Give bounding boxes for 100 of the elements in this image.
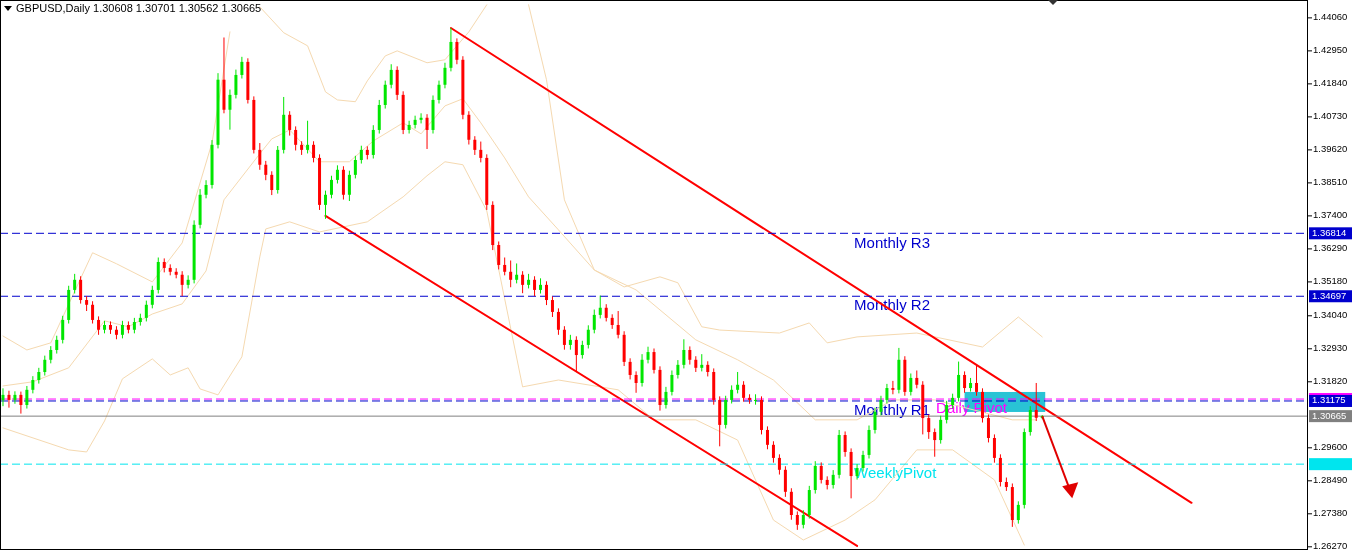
candlestick: [616, 310, 620, 339]
chart-title: GBPUSD,Daily 1.30608 1.30701 1.30562 1.30665: [16, 1, 262, 14]
y-tick-label: 1.37400: [1313, 209, 1348, 221]
ref-line-label: 1.30665: [1312, 409, 1347, 421]
candlestick: [1028, 405, 1032, 437]
candlestick: [736, 371, 740, 394]
candlestick: [479, 141, 483, 163]
candlestick: [957, 361, 961, 402]
candlestick: [19, 391, 23, 415]
candlestick: [574, 335, 578, 373]
candlestick: [533, 275, 537, 297]
candlestick: [97, 315, 101, 336]
y-tick-label: 1.35180: [1313, 275, 1348, 287]
candlestick: [497, 240, 501, 270]
y-tick-label: 1.31820: [1313, 375, 1348, 387]
candlestick: [186, 274, 190, 289]
y-tick-label: 1.34040: [1313, 309, 1348, 321]
candlestick: [783, 465, 787, 498]
candlestick: [688, 345, 692, 366]
candlestick: [509, 259, 513, 288]
candlestick: [264, 160, 268, 181]
candlestick: [765, 425, 769, 450]
line-series: [2, 31, 231, 351]
y-tick-label: 1.27380: [1313, 507, 1348, 519]
candlestick: [443, 62, 447, 89]
candlestick: [628, 357, 632, 380]
candlestick: [634, 370, 638, 394]
candlestick: [43, 355, 47, 377]
candlestick: [1034, 382, 1038, 422]
candlestick: [992, 433, 996, 464]
candlestick: [204, 179, 208, 199]
candlestick: [13, 390, 17, 405]
candlestick: [933, 427, 937, 458]
y-tick-label: 1.38510: [1313, 176, 1348, 188]
candlestick: [353, 155, 357, 179]
candlestick: [389, 63, 393, 89]
candlestick: [258, 142, 262, 171]
candlestick: [144, 300, 148, 322]
candlestick: [228, 89, 232, 131]
candlestick: [294, 125, 298, 151]
candlestick: [795, 510, 799, 531]
candlestick: [789, 487, 793, 521]
candlestick: [413, 115, 417, 129]
candlestick: [544, 280, 548, 306]
candlestick: [939, 415, 943, 445]
line-series: [259, 4, 488, 103]
candlestick: [975, 364, 979, 397]
ref-line-label: 1.36814: [1312, 226, 1347, 238]
candlestick: [598, 295, 602, 319]
candlestick: [234, 69, 238, 99]
candlestick: [986, 414, 990, 443]
y-tick-label: 1.26270: [1313, 540, 1348, 552]
candlestick: [288, 110, 292, 137]
candlestick: [963, 370, 967, 394]
candlestick: [25, 385, 29, 410]
y-tick-label: 1.44060: [1313, 11, 1348, 23]
candlestick: [646, 346, 650, 364]
candlestick: [437, 80, 441, 104]
candlestick: [329, 175, 333, 199]
candlestick: [676, 359, 680, 380]
candlestick: [556, 307, 560, 336]
candlestick: [682, 338, 686, 369]
candlestick: [1, 387, 5, 407]
y-tick-label: 1.29600: [1313, 441, 1348, 453]
y-tick-label: 1.28490: [1313, 474, 1348, 486]
candlestick: [771, 440, 775, 464]
candlestick: [562, 325, 566, 351]
candlestick: [640, 353, 644, 388]
candlestick: [730, 384, 734, 404]
candlestick: [777, 453, 781, 476]
candlestick: [652, 347, 656, 374]
candlestick: [79, 275, 83, 305]
y-tick-label: 1.42950: [1313, 44, 1348, 56]
candlestick: [550, 295, 554, 318]
candlestick: [664, 386, 668, 410]
y-tick-label: 1.32930: [1313, 342, 1348, 354]
candlestick: [73, 273, 77, 294]
candlestick: [885, 383, 889, 404]
candlestick: [383, 80, 387, 110]
annotation: Monthly R3: [854, 233, 930, 251]
y-tick-label: 1.40730: [1313, 110, 1348, 122]
line-series: [2, 161, 1025, 546]
candlestick: [306, 120, 310, 154]
candlestick: [592, 309, 596, 334]
candlestick: [150, 285, 154, 309]
candlestick: [7, 390, 11, 409]
candlestick: [819, 461, 823, 484]
candlestick: [270, 170, 274, 196]
candlestick: [324, 190, 328, 220]
ref-line-label: 1.34697: [1312, 289, 1347, 301]
candlestick: [335, 164, 339, 184]
candlestick: [240, 56, 244, 80]
candlestick: [586, 324, 590, 349]
candlestick: [515, 262, 519, 284]
candlestick: [455, 37, 459, 65]
candlestick: [521, 270, 525, 294]
candlestick: [91, 300, 95, 325]
candlestick: [843, 430, 847, 458]
candlestick: [801, 509, 805, 529]
candlestick: [61, 315, 65, 344]
